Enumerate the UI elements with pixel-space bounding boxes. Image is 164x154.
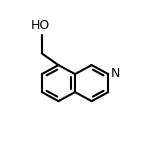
Text: N: N [111, 67, 120, 80]
Text: HO: HO [31, 19, 50, 32]
